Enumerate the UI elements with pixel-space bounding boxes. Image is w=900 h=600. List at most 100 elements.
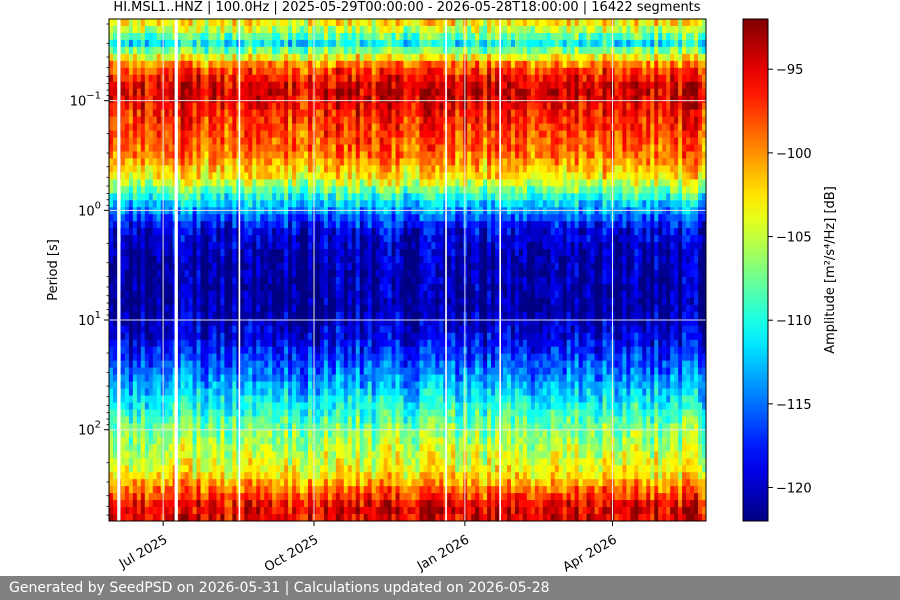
spectrogram-cell [347, 381, 353, 390]
spectrogram-cell [148, 151, 154, 160]
spectrogram-cell [120, 200, 126, 208]
spectrogram-cell [323, 221, 329, 229]
spectrogram-cell [156, 207, 162, 215]
spectrogram-cell [315, 381, 321, 390]
spectrogram-cell [212, 472, 218, 480]
spectrogram-cell [355, 493, 361, 501]
spectrogram-cell [244, 165, 249, 173]
spectrogram-cell [296, 451, 301, 459]
spectrogram-cell [128, 25, 134, 34]
spectrogram-cell [335, 388, 341, 397]
spectrogram-cell [204, 423, 210, 431]
spectrogram-cell [256, 451, 261, 459]
spectrogram-cell [192, 179, 198, 187]
spectrogram-cell [304, 430, 309, 438]
spectrogram-cell [319, 500, 325, 508]
spectrogram-cell [128, 151, 134, 160]
spectrogram-cell [371, 88, 377, 97]
spectrogram-cell [168, 200, 174, 208]
spectrogram-cell [339, 276, 345, 285]
spectrogram-cell [280, 353, 285, 362]
spectrogram-cell [212, 367, 218, 376]
spectrogram-cell [168, 402, 174, 411]
spectrogram-cell [188, 123, 194, 132]
spectrogram-cell [292, 472, 297, 480]
spectrogram-cell [144, 465, 150, 473]
spectrogram-cell [323, 339, 329, 348]
spectrogram-cell [260, 416, 265, 424]
spectrogram-cell [228, 46, 233, 55]
spectrogram-cell [276, 25, 281, 34]
spectrogram-cell [248, 409, 253, 418]
spectrogram-cell [216, 395, 222, 404]
spectrogram-cell [363, 25, 369, 34]
spectrogram-cell [252, 325, 257, 334]
spectrogram-cell [327, 465, 333, 473]
spectrogram-cell [109, 395, 114, 404]
spectrogram-cell [144, 381, 150, 390]
spectrogram-cell [292, 395, 297, 404]
spectrogram-cell [184, 339, 190, 348]
spectrogram-cell [244, 290, 249, 299]
spectrogram-cell [200, 186, 206, 194]
spectrogram-cell [220, 53, 226, 62]
spectrogram-cell [276, 402, 281, 411]
spectrogram-cell [304, 500, 309, 508]
spectrogram-cell [363, 395, 369, 404]
spectrogram-cell [109, 409, 114, 418]
spectrogram-cell [319, 472, 325, 480]
spectrogram-cell [276, 123, 281, 132]
spectrogram-cell [331, 88, 337, 97]
spectrogram-cell [212, 353, 218, 362]
spectrogram-cell [124, 60, 130, 69]
spectrogram-cell [176, 179, 182, 187]
spectrogram-cell [292, 360, 297, 369]
spectrogram-cell [224, 346, 229, 355]
spectrogram-cell [220, 304, 226, 313]
spectrogram-cell [339, 479, 345, 487]
spectrogram-cell [132, 276, 138, 285]
spectrogram-cell [300, 360, 305, 369]
spectrogram-cell [308, 179, 313, 187]
spectrogram-cell [152, 19, 158, 27]
spectrogram-cell [351, 297, 357, 306]
spectrogram-cell [351, 416, 357, 424]
spectrogram-cell [327, 186, 333, 194]
spectrogram-cell [240, 144, 245, 153]
spectrogram-cell [280, 186, 285, 194]
spectrogram-cell [252, 493, 257, 501]
spectrogram-cell [268, 367, 273, 376]
spectrogram-cell [300, 144, 305, 153]
spectrogram-cell [315, 437, 321, 445]
spectrogram-cell [280, 416, 285, 424]
spectrogram-cell [184, 74, 190, 83]
spectrogram-cell [268, 74, 273, 83]
spectrogram-cell [315, 95, 321, 104]
spectrogram-cell [371, 423, 377, 431]
spectrogram-cell [319, 46, 325, 55]
spectrogram-cell [300, 60, 305, 69]
spectrogram-cell [109, 60, 114, 69]
spectrogram-cell [319, 81, 325, 90]
spectrogram-cell [109, 290, 114, 299]
spectrogram-cell [375, 430, 381, 438]
spectrogram-cell [120, 207, 126, 215]
spectrogram-cell [276, 297, 281, 306]
spectrogram-cell [216, 151, 222, 160]
spectrogram-cell [331, 144, 337, 153]
spectrogram-cell [156, 109, 162, 118]
spectrogram-cell [152, 374, 158, 383]
spectrogram-cell [188, 339, 194, 348]
spectrogram-cell [228, 193, 233, 201]
spectrogram-cell [109, 276, 114, 285]
spectrogram-cell [168, 465, 174, 473]
spectrogram-cell [288, 200, 293, 208]
spectrogram-cell [176, 158, 182, 167]
spectrogram-cell [136, 263, 142, 271]
spectrogram-cell [140, 53, 146, 62]
spectrogram-cell [308, 242, 313, 250]
spectrogram-cell [124, 256, 130, 264]
spectrogram-cell [180, 270, 186, 278]
spectrogram-cell [280, 235, 285, 243]
spectrogram-cell [355, 458, 361, 466]
